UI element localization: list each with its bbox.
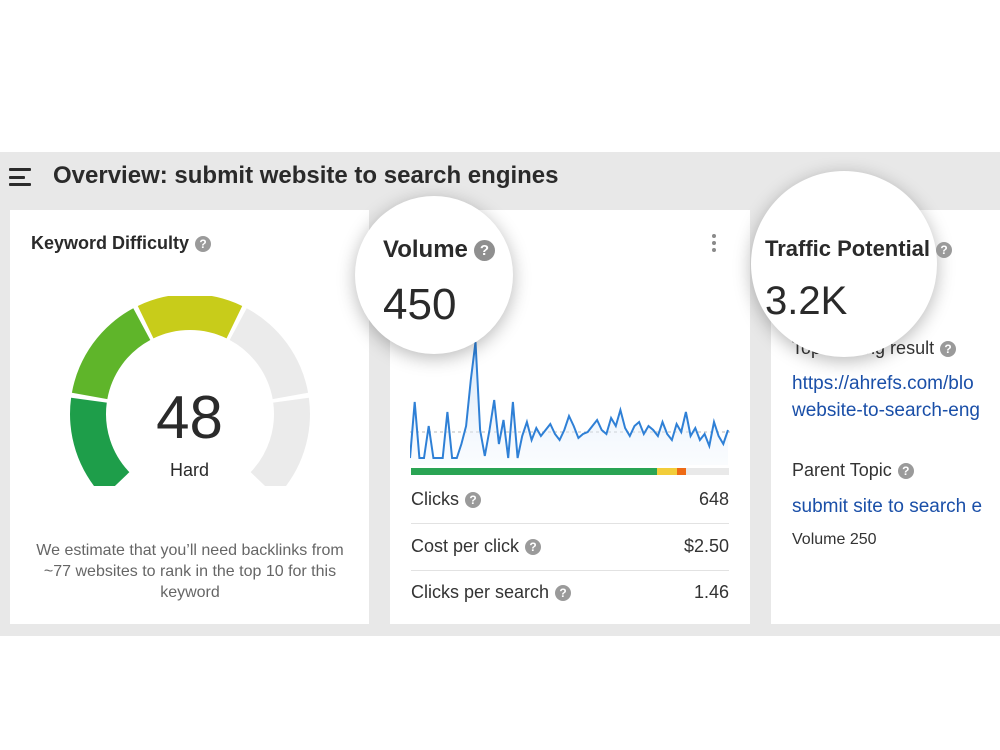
difficulty-label: Hard — [169, 460, 209, 480]
gauge-segment — [229, 308, 309, 400]
help-icon[interactable]: ? — [465, 492, 481, 509]
clicks-per-search-row: Clicks per search? 1.46 — [411, 570, 729, 616]
traffic-potential-title: Traffic Potential? — [765, 236, 953, 262]
traffic-potential-label: Traffic Potential — [765, 236, 931, 261]
cpc-label: Cost per click — [411, 536, 520, 556]
menu-icon[interactable] — [9, 168, 31, 186]
keyword-difficulty-label: Keyword Difficulty — [31, 233, 190, 253]
volume-value: 450 — [383, 280, 457, 329]
volume-title-label: Volume — [383, 236, 468, 263]
help-icon[interactable]: ? — [525, 539, 542, 556]
page-title: Overview: submit website to search engin… — [53, 162, 559, 189]
help-icon[interactable]: ? — [555, 585, 572, 602]
cpc-row: Cost per click? $2.50 — [411, 524, 729, 571]
parent-topic-link[interactable]: submit site to search e — [792, 496, 983, 517]
keyword-difficulty-card: Keyword Difficulty? 48 Hard We estimate … — [10, 210, 369, 624]
help-icon[interactable]: ? — [897, 463, 914, 480]
difficulty-description: We estimate that you’ll need backlinks f… — [36, 542, 344, 601]
gauge-segment — [71, 308, 151, 400]
clicks-row: Clicks? 648 — [411, 477, 729, 524]
help-icon[interactable]: ? — [940, 341, 957, 358]
distribution-segment — [411, 468, 658, 475]
volume-magnifier: Volume? 450 — [355, 196, 513, 354]
gauge-segment — [137, 296, 243, 339]
top-result-link[interactable]: https://ahrefs.com/blo website-to-search… — [792, 370, 980, 424]
difficulty-score: 48 — [156, 384, 223, 451]
clicks-value: 648 — [698, 489, 729, 509]
cpc-value: $2.50 — [683, 536, 729, 556]
top-result-url-line1: https://ahrefs.com/blo — [792, 373, 974, 394]
volume-distribution-bar — [411, 468, 729, 475]
traffic-potential-value: 3.2K — [765, 279, 848, 323]
distribution-segment — [676, 468, 687, 475]
traffic-potential-magnifier: Traffic Potential? 3.2K — [751, 171, 953, 357]
help-icon[interactable]: ? — [195, 236, 212, 253]
clicks-per-search-value: 1.46 — [693, 582, 729, 602]
distribution-segment — [686, 468, 729, 475]
parent-topic-row: Parent Topic? — [792, 460, 914, 481]
top-result-url-line2: website-to-search-eng — [792, 400, 980, 421]
help-icon[interactable]: ? — [936, 242, 953, 259]
keyword-difficulty-title: Keyword Difficulty? — [31, 233, 212, 254]
clicks-label: Clicks — [411, 489, 459, 509]
parent-topic-volume: Volume 250 — [792, 531, 877, 548]
help-icon[interactable]: ? — [473, 240, 495, 262]
clicks-per-search-label: Clicks per search — [411, 582, 550, 602]
gauge-segment — [70, 397, 130, 486]
difficulty-gauge — [70, 296, 310, 486]
volume-title: Volume? — [383, 236, 495, 264]
volume-sparkline — [410, 341, 730, 465]
volume-card: Clicks? 648 Cost per click? $2.50 Clicks… — [390, 210, 750, 624]
gauge-segment — [250, 397, 310, 486]
parent-topic-label: Parent Topic — [792, 460, 892, 480]
distribution-segment — [657, 468, 677, 475]
more-options-icon[interactable] — [712, 234, 718, 255]
